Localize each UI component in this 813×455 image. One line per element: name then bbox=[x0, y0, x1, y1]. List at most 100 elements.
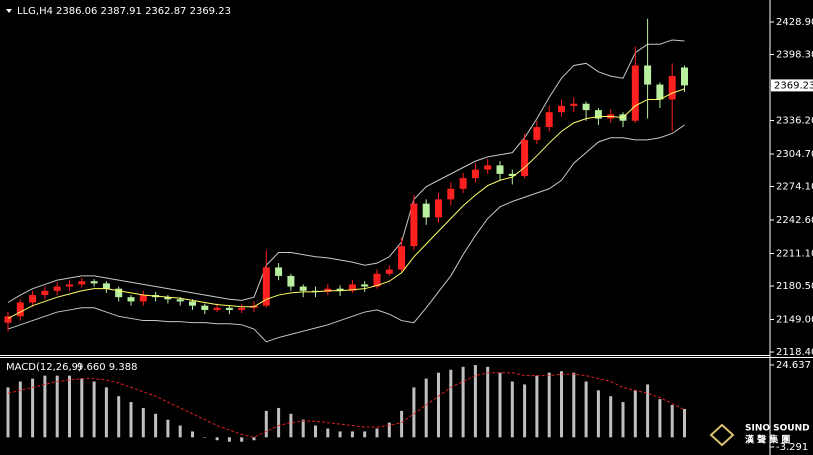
ohlc-text: 2386.06 2387.91 2362.87 2369.23 bbox=[56, 6, 231, 17]
candle-body bbox=[164, 297, 172, 300]
y-tick-label: 2149.00 bbox=[776, 314, 813, 325]
candle-body bbox=[312, 290, 319, 292]
macd-bar bbox=[363, 431, 367, 438]
candle-body bbox=[299, 286, 307, 291]
macd-bar bbox=[338, 431, 342, 438]
candle-body bbox=[16, 302, 24, 317]
y-tick-label: -3.291 bbox=[776, 442, 808, 453]
y-tick-label: 24.637 bbox=[776, 360, 811, 371]
brand-chinese: 漢 聲 集 團 bbox=[745, 434, 790, 446]
macd-bar bbox=[326, 428, 330, 438]
candle-body bbox=[398, 246, 406, 270]
macd-bar bbox=[621, 402, 625, 438]
y-tick-label: 2242.60 bbox=[776, 215, 813, 226]
candle-body bbox=[594, 110, 602, 119]
candle-body bbox=[4, 316, 12, 323]
y-tick-label: 2211.10 bbox=[776, 248, 813, 259]
candle-body bbox=[127, 297, 135, 302]
candle-body bbox=[558, 105, 565, 113]
macd-bar bbox=[55, 375, 59, 438]
macd-bar bbox=[191, 431, 194, 438]
candle-body bbox=[361, 284, 369, 287]
candle-body bbox=[545, 112, 553, 128]
candle-body bbox=[115, 288, 123, 298]
candle-body bbox=[668, 76, 676, 100]
macd-bar bbox=[683, 408, 686, 438]
candle-body bbox=[78, 281, 86, 285]
macd-bar bbox=[473, 365, 477, 438]
current-price-box bbox=[771, 79, 813, 92]
macd-bar bbox=[510, 381, 514, 438]
macd-bar bbox=[498, 372, 502, 438]
candle-body bbox=[435, 199, 442, 218]
moving-average bbox=[7, 88, 685, 319]
macd-bar bbox=[572, 372, 576, 438]
macd-bar bbox=[178, 425, 182, 438]
candle-body bbox=[41, 290, 49, 296]
macd-bar bbox=[129, 402, 133, 438]
y-tick-label: 2180.50 bbox=[776, 281, 813, 292]
candle-body bbox=[336, 288, 344, 291]
candle-body bbox=[238, 307, 246, 310]
macd-bar bbox=[104, 387, 108, 438]
candle-body bbox=[644, 65, 652, 85]
y-tick-label: 2304.70 bbox=[776, 149, 813, 160]
macd-bar bbox=[400, 410, 404, 438]
candle-body bbox=[496, 165, 504, 174]
macd-bar bbox=[547, 372, 551, 438]
macd-bar bbox=[277, 407, 281, 438]
macd-bar bbox=[31, 378, 35, 438]
macd-bar bbox=[670, 405, 674, 438]
macd-bar bbox=[523, 384, 527, 438]
candle-body bbox=[324, 288, 332, 292]
menu-arrow[interactable] bbox=[6, 9, 12, 13]
macd-bar bbox=[461, 366, 465, 438]
candle-body bbox=[29, 295, 37, 303]
candle-body bbox=[459, 178, 467, 189]
candle-body bbox=[484, 165, 492, 170]
candle-body bbox=[422, 203, 430, 218]
candle-body bbox=[213, 307, 221, 310]
candle-body bbox=[385, 269, 393, 274]
macd-bar bbox=[646, 384, 650, 438]
candle-body bbox=[201, 305, 209, 310]
macd-bar bbox=[92, 381, 96, 438]
lower-band bbox=[7, 124, 685, 343]
macd-bar bbox=[412, 387, 416, 438]
candle-body bbox=[471, 169, 479, 179]
macd-bar bbox=[350, 431, 354, 438]
logo bbox=[709, 423, 735, 447]
macd-bar bbox=[6, 387, 10, 438]
macd-bar bbox=[375, 428, 379, 438]
macd-bar bbox=[141, 407, 145, 438]
candle-body bbox=[275, 267, 283, 276]
macd-bar bbox=[252, 437, 256, 441]
macd-bar bbox=[633, 390, 637, 438]
candle-body bbox=[262, 267, 270, 306]
candle-body bbox=[521, 139, 529, 177]
candle-body bbox=[656, 84, 664, 100]
candle-body bbox=[66, 284, 73, 287]
watermark: SINO SOUND 漢 聲 集 團 bbox=[709, 423, 810, 447]
candle-body bbox=[373, 273, 381, 287]
candle-body bbox=[447, 188, 455, 200]
candle-body bbox=[582, 103, 590, 111]
macd-bar bbox=[227, 437, 231, 442]
macd-bar bbox=[658, 399, 662, 438]
candle-body bbox=[681, 67, 688, 86]
y-tick-label: 2274.10 bbox=[776, 182, 813, 193]
current-price-label: 2369.23 bbox=[774, 80, 813, 91]
candle-body bbox=[225, 307, 233, 310]
macd-bar bbox=[240, 437, 244, 442]
macd-title: MACD(12,26,9) bbox=[6, 362, 82, 373]
macd-bar bbox=[264, 410, 268, 438]
macd-bar bbox=[18, 381, 22, 438]
macd-values: 9.660 9.388 bbox=[77, 362, 137, 373]
candle-body bbox=[631, 65, 639, 121]
candle-body bbox=[176, 299, 184, 302]
macd-bar bbox=[535, 375, 539, 438]
macd-bar bbox=[596, 390, 600, 438]
candle-body bbox=[410, 203, 418, 247]
